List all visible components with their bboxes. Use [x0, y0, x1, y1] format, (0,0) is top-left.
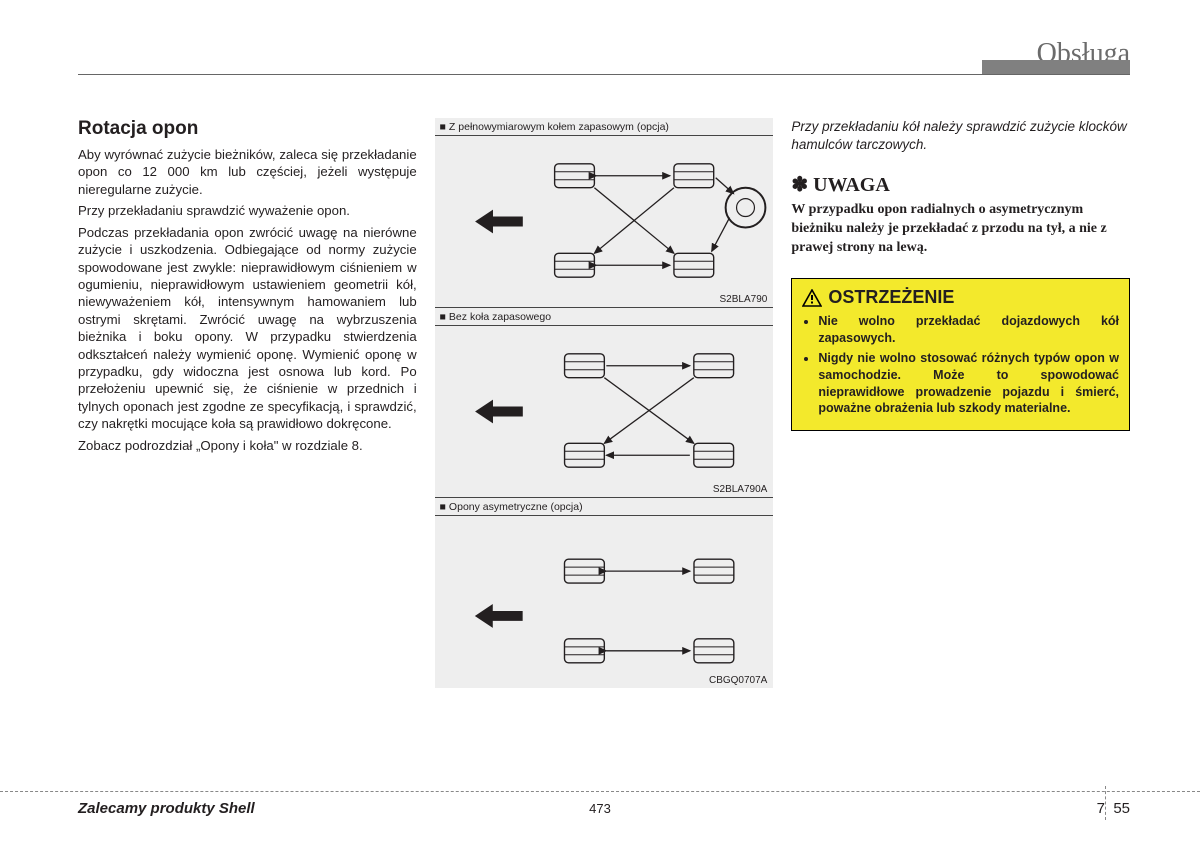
diagram-code: CBGQ0707A [709, 675, 767, 686]
diagram-label: ■ Bez koła zapasowego [435, 308, 774, 326]
content-columns: Rotacja opon Aby wyrównać zużycie bieżni… [78, 118, 1130, 688]
manual-page: Obsługa Rotacja opon Aby wyrównać zużyci… [0, 0, 1200, 847]
footer-chapter-num: 7 [1097, 800, 1105, 817]
warning-heading: OSTRZEŻENIE [802, 287, 1119, 308]
italic-note: Przy przekładaniu kół należy sprawdzić z… [791, 118, 1130, 154]
diagram-code: S2BLA790A [713, 484, 768, 495]
paragraph: Podczas przekładania opon zwrócić uwagę … [78, 224, 417, 433]
notice-heading: ✽ UWAGA [791, 172, 1130, 197]
diagram-label: ■ Z pełnowymiarowym kołem zapasowym (opc… [435, 118, 774, 136]
paragraph: Aby wyrównać zużycie bieżników, zaleca s… [78, 146, 417, 198]
footer-left-text: Zalecamy produkty Shell [78, 800, 255, 817]
warning-box: OSTRZEŻENIE Nie wolno przekładać dojazdo… [791, 278, 1130, 431]
warning-title-text: OSTRZEŻENIE [828, 287, 954, 308]
diagram-full-spare: S2BLA790 [435, 136, 774, 308]
warning-item: Nie wolno przekładać dojazdowych kół zap… [818, 313, 1119, 347]
footer-page-num: 55 [1113, 800, 1130, 817]
warning-triangle-icon [802, 289, 822, 307]
warning-list: Nie wolno przekładać dojazdowych kół zap… [802, 313, 1119, 417]
footer-page-absolute: 473 [589, 801, 611, 816]
diagram-no-spare: S2BLA790A [435, 326, 774, 498]
column-left: Rotacja opon Aby wyrównać zużycie bieżni… [78, 118, 417, 688]
page-footer: Zalecamy produkty Shell 473 7 55 [0, 791, 1200, 817]
header-rule [78, 74, 1130, 75]
paragraph: Zobacz podrozdział „Opony i koła" w rozd… [78, 437, 417, 454]
diagram-code: S2BLA790 [720, 294, 768, 305]
column-middle: ■ Z pełnowymiarowym kołem zapasowym (opc… [435, 118, 774, 688]
diagram-asymmetric: CBGQ0707A [435, 516, 774, 688]
rotation-diagram-svg [435, 136, 774, 307]
column-right: Przy przekładaniu kół należy sprawdzić z… [791, 118, 1130, 688]
rotation-diagram-svg [435, 326, 774, 497]
footer-page-chapter: 7 55 [1097, 800, 1130, 817]
rotation-diagram-svg [435, 516, 774, 688]
header-accent-block [982, 60, 1130, 74]
paragraph: Przy przekładaniu sprawdzić wyważenie op… [78, 202, 417, 219]
diagram-label: ■ Opony asymetryczne (opcja) [435, 498, 774, 516]
notice-text: W przypadku opon radialnych o asymetrycz… [791, 201, 1130, 258]
footer-divider [1105, 786, 1106, 820]
section-heading: Rotacja opon [78, 118, 417, 140]
warning-item: Nigdy nie wolno stosować różnych typów o… [818, 350, 1119, 418]
